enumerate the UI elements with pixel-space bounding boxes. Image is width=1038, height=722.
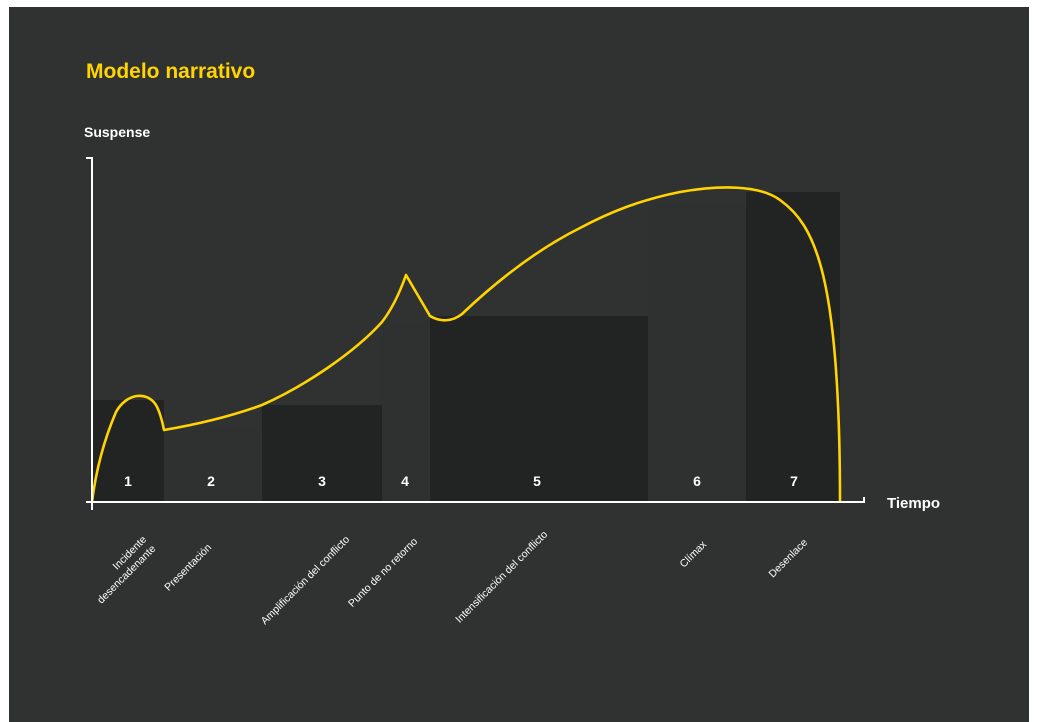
- stage-label-2: Presentación: [162, 542, 214, 594]
- stage-label-7: Desenlace: [767, 537, 811, 581]
- stage-label-line: Clímax: [678, 538, 710, 570]
- stage-label-line: Punto de no retorno: [346, 536, 420, 610]
- stage-band-6: [648, 206, 746, 502]
- stage-label-line: Intensificación del conflicto: [453, 529, 550, 626]
- stage-band-7: [746, 192, 840, 502]
- stage-number-2: 2: [207, 473, 215, 489]
- stage-label-line: Desenlace: [767, 537, 811, 581]
- stage-band-5: [430, 316, 648, 502]
- stage-label-1: Incidentedesencadenante: [86, 534, 159, 607]
- stage-band-4: [382, 322, 430, 502]
- stage-label-4: Punto de no retorno: [346, 536, 420, 610]
- y-axis-line: [86, 157, 93, 510]
- stage-number-6: 6: [693, 473, 701, 489]
- x-axis-label: Tiempo: [887, 495, 941, 512]
- diagram-title: Modelo narrativo: [86, 60, 256, 83]
- stage-number-5: 5: [533, 473, 541, 489]
- axes: [86, 157, 865, 510]
- stage-band-3: [262, 405, 382, 502]
- stage-number-3: 3: [318, 473, 326, 489]
- x-axis-line: [86, 497, 865, 503]
- stage-label-line: Presentación: [162, 542, 214, 594]
- stage-labels: Incidentedesencadenante Presentación Ampli…: [86, 529, 811, 628]
- stage-label-5: Intensificación del conflicto: [453, 529, 550, 626]
- stage-label-line: Amplificación del conflicto: [259, 534, 353, 628]
- y-axis-label: Suspense: [84, 124, 151, 140]
- stage-bands: [92, 192, 840, 502]
- stage-label-3: Amplificación del conflicto: [259, 534, 353, 628]
- stage-number-7: 7: [790, 473, 798, 489]
- stage-band-1: [92, 400, 164, 502]
- stage-number-4: 4: [401, 473, 409, 489]
- stage-numbers: 1 2 3 4 5 6 7: [124, 473, 798, 489]
- stage-label-6: Clímax: [678, 538, 710, 570]
- stage-band-2: [164, 430, 262, 502]
- stage-number-1: 1: [124, 473, 132, 489]
- suspense-curve: [90, 186, 842, 503]
